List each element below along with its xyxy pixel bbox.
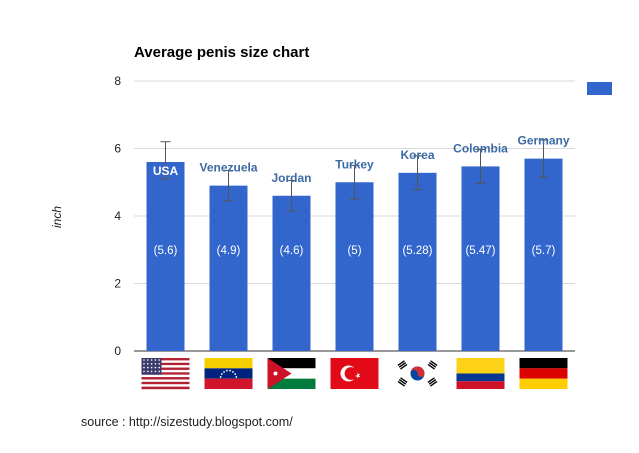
usa-flag-icon [141, 358, 190, 390]
bar [398, 172, 437, 351]
data-label: (5.47) [465, 245, 495, 257]
korea-flag-icon [393, 358, 442, 389]
y-axis-label: inch [50, 206, 64, 228]
category-label: Colombia [453, 141, 508, 155]
data-label: (5.6) [154, 245, 178, 257]
turkey-flag-icon [330, 358, 379, 389]
category-label: Korea [400, 148, 434, 162]
chart-title: Average penis size chart [134, 44, 309, 61]
source-note: source : http://sizestudy.blogspot.com/ [81, 415, 293, 429]
data-label: (5) [347, 245, 361, 257]
colombia-flag-icon [456, 358, 505, 389]
germany-flag-icon [519, 358, 568, 389]
category-label: Jordan [271, 171, 311, 185]
y-tick-label: 4 [114, 209, 121, 223]
bar [272, 195, 311, 351]
y-tick-label: 0 [114, 344, 121, 358]
bar [524, 158, 563, 351]
bar [461, 166, 500, 351]
y-tick-label: 2 [114, 277, 121, 291]
bars: USA (5.6) Venezuela (4.9) Jordan (4.6) Turkey (… [146, 134, 570, 351]
bar [335, 182, 374, 351]
bar [209, 185, 248, 351]
category-label: Germany [517, 134, 569, 148]
jordan-flag-icon [267, 358, 316, 389]
category-label: Turkey [335, 157, 374, 171]
y-tick-label: 6 [114, 142, 121, 156]
legend-swatch [587, 82, 612, 95]
venezuela-flag-icon [204, 358, 253, 389]
flags [141, 358, 568, 390]
y-tick-label: 8 [114, 74, 121, 88]
data-label: (5.28) [402, 245, 432, 257]
data-label: (4.6) [280, 245, 304, 257]
data-label: (4.9) [217, 245, 241, 257]
bar [146, 162, 185, 351]
category-label: Venezuela [199, 161, 257, 175]
category-label: USA [153, 164, 179, 178]
data-label: (5.7) [532, 245, 556, 257]
